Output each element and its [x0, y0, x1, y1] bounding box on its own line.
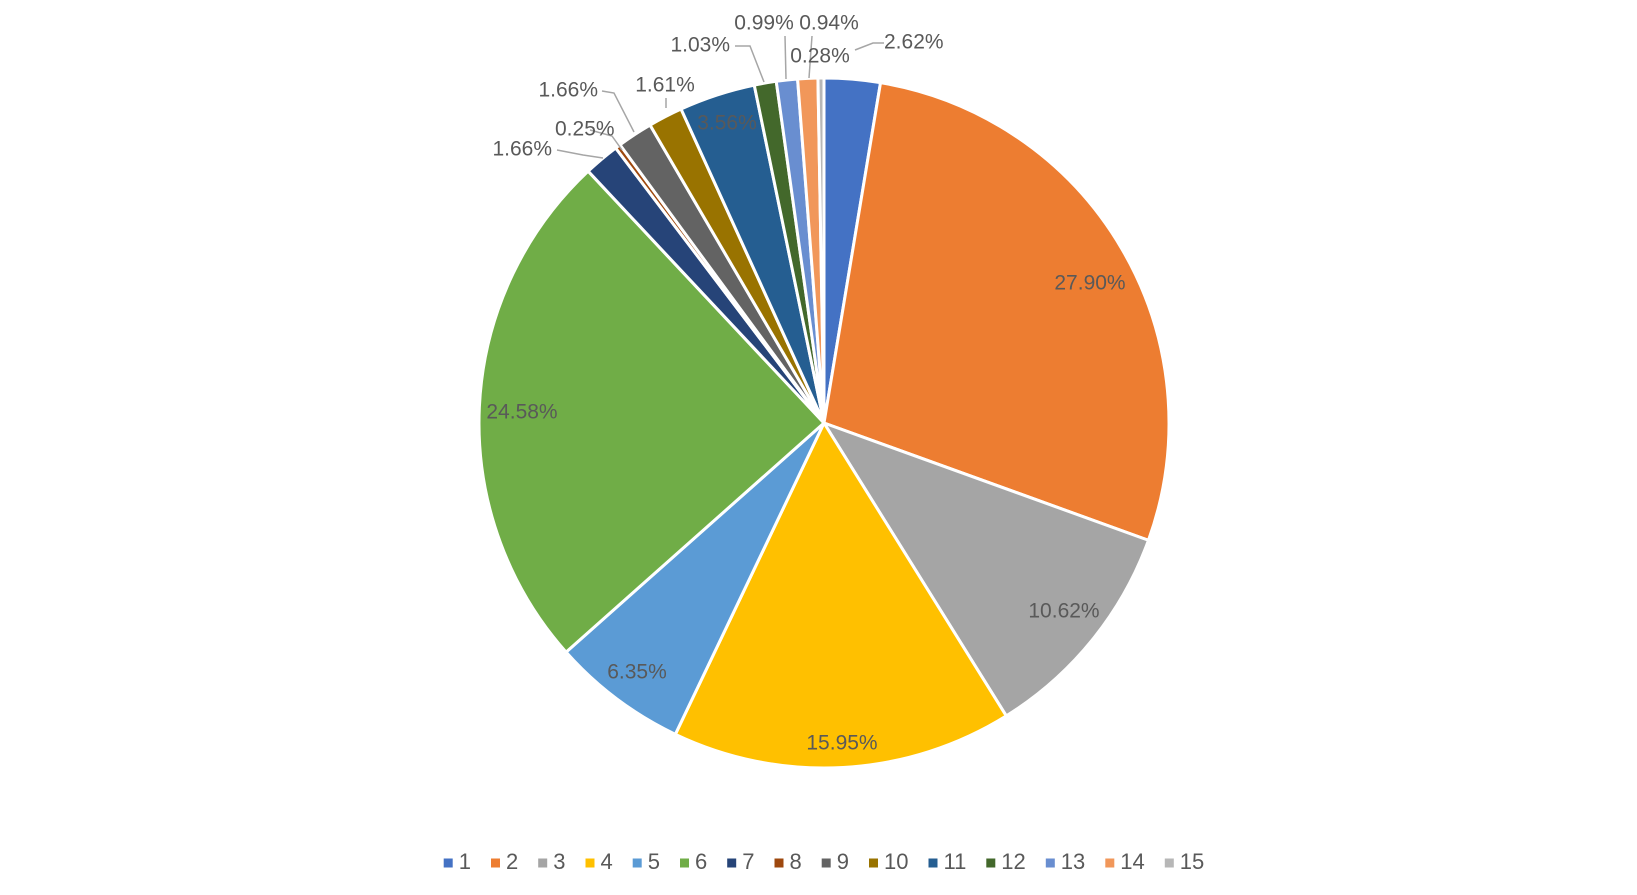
legend-item-14: 14 — [1105, 849, 1145, 874]
data-label-1: 2.62% — [884, 31, 944, 54]
data-label-14: 0.94% — [799, 12, 859, 35]
legend-label-1: 1 — [459, 849, 471, 874]
legend-item-8: 8 — [774, 849, 802, 874]
legend-item-9: 9 — [821, 849, 849, 874]
legend-label-5: 5 — [648, 849, 660, 874]
legend-label-11: 11 — [944, 849, 967, 874]
legend-item-10: 10 — [869, 849, 908, 874]
data-label-2: 27.90% — [1054, 272, 1125, 295]
pie-slice-2 — [822, 81, 1171, 542]
legend-item-5: 5 — [632, 849, 660, 874]
pie-slice-5 — [564, 421, 826, 736]
legend-label-9: 9 — [837, 849, 849, 874]
legend-swatch-1 — [443, 858, 453, 868]
legend-swatch-6 — [680, 858, 689, 868]
legend-swatch-4 — [585, 858, 595, 868]
legend-swatch-9 — [821, 858, 831, 868]
legend-label-13: 13 — [1061, 849, 1085, 874]
legend-swatch-3 — [538, 858, 548, 868]
pie-slice-6 — [477, 169, 826, 654]
pie-slice-4 — [673, 421, 1008, 770]
data-label-4: 15.95% — [806, 732, 877, 755]
data-label-10: 1.61% — [635, 74, 695, 97]
legend-swatch-5 — [632, 858, 642, 868]
leader-line-7 — [556, 149, 604, 159]
legend-swatch-2 — [491, 858, 500, 868]
data-label-8: 0.25% — [555, 118, 615, 141]
leader-line-8 — [589, 129, 623, 151]
legend-item-15: 15 — [1164, 849, 1204, 874]
legend-label-3: 3 — [553, 849, 565, 874]
legend-swatch-14 — [1105, 858, 1115, 868]
leader-line-12 — [735, 45, 765, 83]
data-label-13: 0.99% — [734, 12, 794, 35]
leader-line-13 — [784, 35, 787, 80]
legend-label-10: 10 — [884, 849, 908, 874]
legend-item-4: 4 — [585, 849, 613, 874]
data-label-6: 24.58% — [486, 401, 557, 424]
data-label-5: 6.35% — [607, 661, 667, 684]
legend: 1 2 3 4 5 6 7 8 9 10 11 12 13 14 15 — [443, 849, 1204, 874]
pie-slice-15 — [816, 76, 826, 425]
legend-item-13: 13 — [1045, 849, 1085, 874]
legend-label-12: 12 — [1001, 849, 1025, 874]
legend-label-14: 14 — [1120, 849, 1144, 874]
legend-label-7: 7 — [742, 849, 754, 874]
legend-swatch-11 — [928, 858, 938, 868]
pie-slice-3 — [822, 421, 1150, 718]
legend-swatch-12 — [986, 858, 996, 868]
leader-line-14 — [808, 35, 813, 79]
leader-line-1 — [854, 42, 884, 51]
legend-label-4: 4 — [601, 849, 613, 874]
legend-swatch-7 — [727, 858, 737, 868]
legend-item-6: 6 — [680, 849, 707, 874]
legend-label-2: 2 — [506, 849, 518, 874]
legend-item-2: 2 — [491, 849, 518, 874]
legend-item-1: 1 — [443, 849, 471, 874]
data-label-12: 1.03% — [670, 34, 730, 57]
leader-line-9 — [601, 90, 635, 133]
pie-slices — [477, 76, 1171, 770]
legend-swatch-15 — [1164, 858, 1174, 868]
legend-item-7: 7 — [727, 849, 754, 874]
data-label-3: 10.62% — [1028, 600, 1099, 623]
legend-swatch-10 — [869, 858, 878, 868]
legend-swatch-13 — [1045, 858, 1055, 868]
data-labels: 2.62%27.90%10.62%15.95%6.35%24.58%1.66%0… — [486, 12, 1125, 755]
legend-item-11: 11 — [928, 849, 967, 874]
legend-label-6: 6 — [695, 849, 707, 874]
data-label-11: 3.56% — [697, 112, 757, 135]
leader-lines — [556, 35, 884, 159]
data-label-15: 0.28% — [790, 45, 850, 68]
legend-swatch-8 — [774, 858, 784, 868]
legend-item-3: 3 — [538, 849, 565, 874]
legend-item-12: 12 — [986, 849, 1026, 874]
data-label-7: 1.66% — [492, 138, 552, 161]
legend-label-15: 15 — [1180, 849, 1204, 874]
data-label-9: 1.66% — [538, 79, 598, 102]
legend-label-8: 8 — [790, 849, 802, 874]
